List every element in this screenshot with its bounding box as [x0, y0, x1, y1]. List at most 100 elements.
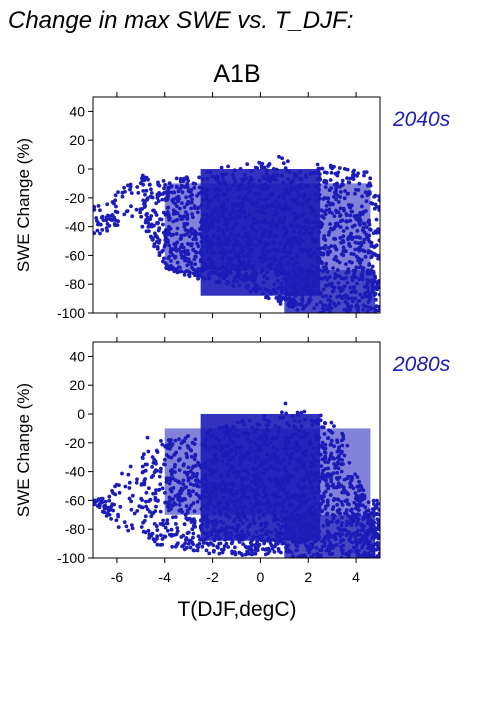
scatter-point: [278, 302, 283, 306]
scatter-point: [376, 521, 380, 526]
scatter-point: [153, 495, 158, 500]
scatter-point: [113, 193, 118, 198]
scatter-points: [93, 154, 380, 313]
y-tick-label: -40: [65, 464, 85, 480]
scatter-point: [117, 490, 122, 495]
scatter-point: [155, 247, 160, 251]
scatter-point: [171, 515, 175, 520]
scatter-point: [169, 534, 174, 538]
scatter-point: [376, 256, 380, 261]
scatter-point: [153, 210, 158, 215]
scatter-point: [144, 188, 149, 193]
scatter-point: [266, 551, 270, 556]
scatter-point: [105, 222, 110, 226]
scatter-point: [155, 536, 159, 541]
scatter-point: [264, 295, 268, 300]
scatter-point: [154, 461, 158, 466]
scatter-point: [179, 269, 184, 274]
scatter-point: [249, 543, 254, 548]
scatter-point: [178, 176, 183, 181]
y-tick-label: 20: [69, 377, 85, 393]
scatter-point: [157, 474, 162, 479]
scatter-point: [196, 534, 201, 539]
x-tick-label: 2: [304, 569, 312, 585]
scatter-point: [226, 164, 231, 169]
scatter-point: [96, 204, 101, 208]
scatter-point: [159, 533, 163, 537]
scatter-point: [156, 199, 161, 204]
dense-point-cloud: [164, 428, 371, 515]
scatter-point: [152, 522, 157, 526]
scatter-point: [295, 410, 300, 415]
scatter-point: [376, 227, 380, 232]
scatter-point: [142, 205, 147, 209]
scatter-point: [196, 276, 201, 281]
scatter-point: [217, 551, 222, 556]
scatter-point: [158, 192, 162, 197]
scatter-point: [160, 486, 165, 491]
scatter-point: [150, 237, 155, 242]
scatter-point: [120, 190, 125, 195]
scatter-point: [148, 234, 153, 239]
scatter-point: [116, 525, 121, 529]
scatter-point: [174, 522, 178, 526]
scatter-point: [99, 496, 104, 501]
scatter-point: [351, 177, 356, 182]
scatter-point: [110, 200, 115, 204]
scatter-point: [376, 536, 380, 541]
scatter-point: [138, 207, 143, 212]
y-tick-label: -100: [57, 550, 85, 566]
scatter-point: [352, 168, 356, 173]
scatter-point: [333, 171, 338, 176]
scatter-point: [135, 477, 139, 482]
scatter-point: [256, 544, 261, 548]
scatter-point: [280, 410, 284, 415]
scatter-point: [376, 547, 380, 552]
x-tick-label: -2: [206, 569, 219, 585]
scatter-point: [373, 193, 378, 198]
scatter-point: [246, 551, 251, 556]
dense-point-cloud: [164, 183, 371, 270]
scatter-point: [153, 231, 157, 236]
scatter-point: [275, 541, 280, 546]
scatter-point: [273, 544, 277, 549]
scatter-point: [211, 543, 216, 548]
scatter-point: [250, 549, 254, 553]
scatter-point: [355, 174, 359, 178]
y-tick-label: 40: [69, 348, 85, 364]
scatter-point: [342, 167, 347, 171]
scatter-point: [105, 202, 110, 207]
scatter-point: [175, 529, 180, 533]
scatter-point: [140, 176, 144, 181]
scatter-point: [211, 549, 216, 554]
scatter-point: [116, 512, 120, 517]
scatter-point: [264, 547, 269, 552]
scatter-point: [188, 538, 193, 543]
scatter-point: [129, 191, 134, 196]
x-tick-label: 0: [257, 569, 265, 585]
scatter-point: [155, 221, 159, 225]
y-tick-label: -60: [65, 492, 85, 508]
scatter-point: [226, 545, 231, 549]
scatter-point: [173, 515, 178, 519]
scatter-point: [161, 179, 166, 183]
scatter-point: [165, 518, 170, 522]
scatter-point: [377, 507, 380, 512]
scatter-point: [137, 504, 142, 509]
scatter-point: [136, 191, 141, 195]
y-tick-label: 20: [69, 132, 85, 148]
scatter-point: [146, 220, 151, 225]
scatter-point: [161, 248, 165, 253]
scatter-point: [362, 173, 366, 178]
scatter-point: [103, 499, 108, 504]
scatter-point: [156, 180, 160, 185]
scatter-point: [281, 161, 286, 166]
scatter-point: [373, 202, 378, 207]
scatter-point: [147, 229, 151, 234]
scatter-point: [135, 509, 140, 513]
scatter-point: [207, 551, 212, 556]
scatter-point: [302, 409, 307, 414]
scatter-point: [101, 218, 106, 223]
scatter-point: [280, 156, 284, 161]
